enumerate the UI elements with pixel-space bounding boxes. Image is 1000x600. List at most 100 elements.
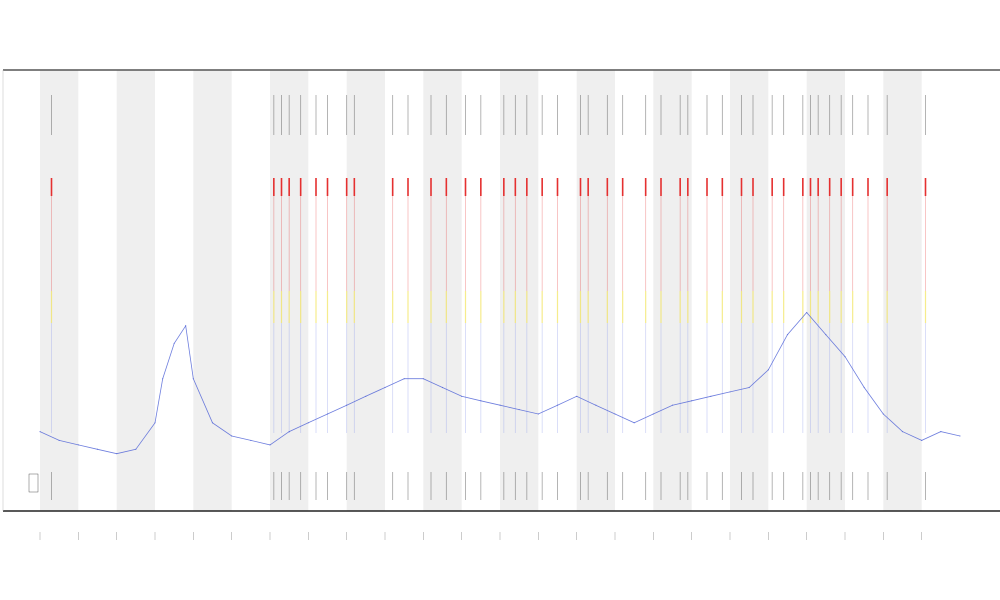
event-mid-31 (752, 291, 754, 323)
event-tick-top-31 (752, 95, 754, 135)
event-tick-top-6 (327, 95, 328, 135)
event-marker-19 (556, 95, 559, 500)
event-high-fade-1 (273, 196, 275, 291)
event-high-fade-13 (465, 196, 466, 291)
series-point-0-26 (499, 404, 501, 406)
event-marker-42 (924, 95, 927, 500)
event-high-fade-38 (840, 196, 842, 291)
event-marker-20 (579, 95, 582, 500)
event-tick-bottom-26 (679, 472, 681, 500)
event-low-1 (273, 323, 275, 433)
event-tick-bottom-0 (51, 472, 52, 500)
event-marker-39 (851, 95, 854, 500)
event-tick-bottom-15 (503, 472, 505, 500)
event-marker-34 (802, 95, 804, 500)
event-high-37 (828, 178, 831, 196)
event-high-32 (771, 178, 773, 196)
event-mid-34 (802, 291, 804, 323)
event-high-29 (721, 178, 724, 196)
event-tick-top-9 (392, 95, 394, 135)
event-high-fade-8 (353, 196, 355, 291)
event-high-42 (924, 178, 927, 196)
event-high-fade-19 (557, 196, 558, 291)
event-marker-35 (809, 95, 812, 500)
event-tick-bottom-2 (281, 472, 282, 500)
event-mid-6 (326, 291, 329, 323)
event-marker-32 (771, 95, 773, 500)
event-tick-top-40 (867, 95, 869, 135)
event-high-13 (464, 178, 467, 196)
event-mid-4 (300, 291, 302, 323)
event-low-38 (840, 323, 842, 433)
event-high-fade-6 (327, 196, 328, 291)
event-marker-10 (407, 95, 409, 500)
event-high-fade-7 (346, 196, 348, 291)
event-high-fade-39 (852, 196, 854, 291)
event-tick-top-14 (480, 95, 482, 135)
event-tick-bottom-9 (392, 472, 394, 500)
event-high-fade-14 (480, 196, 482, 291)
event-marker-36 (817, 95, 819, 500)
event-high-fade-26 (679, 196, 681, 291)
event-low-31 (752, 323, 754, 433)
event-tick-top-13 (465, 95, 466, 135)
signal-series (39, 311, 961, 455)
band-0 (40, 70, 79, 511)
event-tick-top-3 (288, 95, 290, 135)
series-point-0-1 (58, 439, 60, 442)
series-point-0-23 (441, 386, 444, 389)
band-6 (500, 70, 539, 511)
event-tick-bottom-12 (445, 472, 447, 500)
event-high-fade-25 (660, 196, 662, 291)
event-tick-top-36 (817, 95, 819, 135)
event-tick-top-8 (353, 95, 355, 135)
event-tick-top-26 (679, 95, 681, 135)
event-marker-41 (886, 95, 888, 500)
event-high-fade-3 (288, 196, 290, 291)
event-low-24 (645, 323, 647, 433)
legend-box (28, 473, 39, 493)
event-mid-30 (740, 291, 743, 323)
event-tick-bottom-24 (645, 472, 647, 500)
series-point-0-17 (326, 413, 329, 415)
series-point-0-14 (269, 444, 271, 446)
event-marker-16 (514, 95, 517, 500)
event-tick-top-18 (541, 95, 543, 135)
event-high-fade-29 (721, 196, 723, 291)
event-mid-35 (809, 291, 812, 323)
series-point-0-33 (633, 422, 635, 424)
event-tick-bottom-7 (346, 472, 348, 500)
event-tick-bottom-8 (353, 472, 355, 500)
event-high-fade-28 (706, 196, 708, 291)
event-high-21 (587, 178, 589, 196)
series-point-0-46 (882, 413, 884, 415)
event-tick-bottom-41 (886, 472, 888, 500)
event-low-32 (771, 323, 773, 433)
event-tick-top-25 (660, 95, 662, 135)
event-tick-bottom-13 (465, 472, 466, 500)
event-low-2 (281, 323, 282, 433)
series-point-0-15 (288, 431, 290, 433)
event-marker-15 (503, 95, 505, 500)
event-high-25 (660, 178, 662, 196)
event-high-fade-24 (645, 196, 647, 291)
band-9 (730, 70, 769, 511)
event-tick-bottom-6 (327, 472, 328, 500)
event-high-17 (526, 178, 528, 196)
series-point-0-11 (211, 422, 214, 424)
event-marker-4 (299, 95, 302, 500)
event-mid-2 (280, 291, 283, 323)
event-marker-26 (679, 95, 681, 500)
event-low-18 (541, 323, 543, 433)
event-mid-18 (541, 291, 543, 323)
series-point-0-20 (384, 386, 386, 389)
event-high-9 (391, 178, 394, 196)
event-high-28 (706, 178, 708, 196)
event-high-fade-40 (867, 196, 869, 291)
series-point-0-12 (231, 435, 233, 437)
event-tick-top-15 (503, 95, 505, 135)
event-tick-bottom-33 (783, 472, 785, 500)
event-tick-bottom-32 (771, 472, 773, 500)
event-high-10 (407, 178, 409, 196)
event-tick-top-5 (315, 95, 317, 135)
